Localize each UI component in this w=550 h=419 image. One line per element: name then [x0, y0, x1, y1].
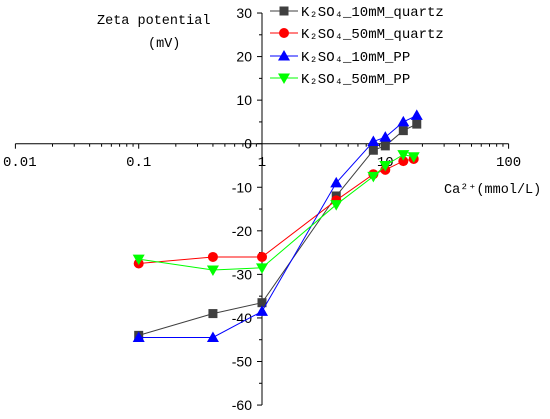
legend-marker: [278, 73, 290, 84]
series-4: [132, 150, 420, 277]
series-1: [134, 119, 422, 340]
legend-label: K₂SO₄_50mM_quartz: [301, 27, 444, 43]
y-tick-label: 10: [236, 92, 252, 108]
y-tick-label: 30: [236, 5, 252, 21]
series-1-data-point: [257, 298, 267, 308]
series-3-data-point: [397, 115, 410, 127]
legend-label: K₂SO₄_50mM_PP: [301, 72, 410, 88]
legend: K₂SO₄_10mM_quartz K₂SO₄_50mM_quartz K₂SO₄_…: [270, 5, 444, 88]
legend-item: K₂SO₄_10mM_quartz: [270, 5, 444, 21]
series-4-data-point: [256, 263, 268, 274]
series-4-data-point: [379, 160, 392, 172]
series-3-data-point: [379, 131, 392, 142]
series-4-data-point: [330, 200, 343, 211]
legend-marker: [279, 28, 289, 38]
y-tick-label: -40: [232, 310, 252, 326]
series-1-line: [138, 123, 418, 336]
y-tick-label: 0: [244, 136, 252, 152]
x-tick-label: 0.1: [126, 155, 151, 171]
x-tick-label: 100: [496, 155, 521, 171]
series-4-data-point: [206, 265, 219, 277]
series-2-data-point: [398, 156, 409, 167]
legend-label: K₂SO₄_10mM_PP: [301, 50, 410, 66]
legend-item: K₂SO₄_10mM_PP: [270, 50, 410, 66]
y-tick-label: -10: [232, 179, 252, 195]
x-tick-label: 0.01: [3, 155, 37, 171]
series-4-data-point: [397, 150, 410, 161]
y-axis-title-line-2: (mV): [148, 37, 180, 52]
series-1-data-point: [412, 119, 422, 129]
series-4-data-point: [132, 254, 145, 266]
y-axis-title-line-1: Zeta potential: [97, 14, 210, 29]
y-tick-label: 20: [236, 49, 252, 65]
series-1-data-point: [368, 145, 378, 155]
y-tick-label: -20: [232, 223, 252, 239]
legend-item: K₂SO₄_50mM_quartz: [270, 27, 444, 43]
legend-marker: [278, 50, 290, 61]
series-4-line: [138, 154, 414, 271]
y-tick-label: -30: [232, 266, 252, 282]
legend-label: K₂SO₄_10mM_quartz: [301, 5, 444, 21]
series-3-data-point: [330, 176, 343, 188]
series-3-data-point: [132, 331, 145, 343]
series-1-data-point: [398, 126, 408, 136]
axes: 0.010.11101003020100-10-20-30-40-50-60: [3, 5, 521, 413]
y-tick-label: -60: [232, 397, 252, 413]
series-3-data-point: [367, 135, 380, 147]
legend-marker: [279, 6, 289, 16]
series-3-data-point: [206, 331, 219, 343]
series-2: [133, 153, 419, 269]
x-axis-title: Ca²⁺(mmol/L): [444, 183, 541, 198]
series-3-data-point: [256, 305, 268, 316]
series-3-data-point: [410, 109, 423, 120]
series-3: [132, 109, 423, 343]
series-2-data-point: [207, 251, 218, 262]
series-2-data-point: [257, 251, 267, 262]
series-4-data-point: [407, 152, 420, 163]
x-tick-label: 1: [258, 155, 266, 171]
series-layer: [132, 109, 423, 343]
series-1-data-point: [208, 309, 218, 319]
y-tick-label: -50: [232, 354, 252, 370]
legend-item: K₂SO₄_50mM_PP: [270, 72, 410, 88]
series-4-data-point: [367, 171, 380, 183]
series-1-data-point: [380, 141, 390, 151]
